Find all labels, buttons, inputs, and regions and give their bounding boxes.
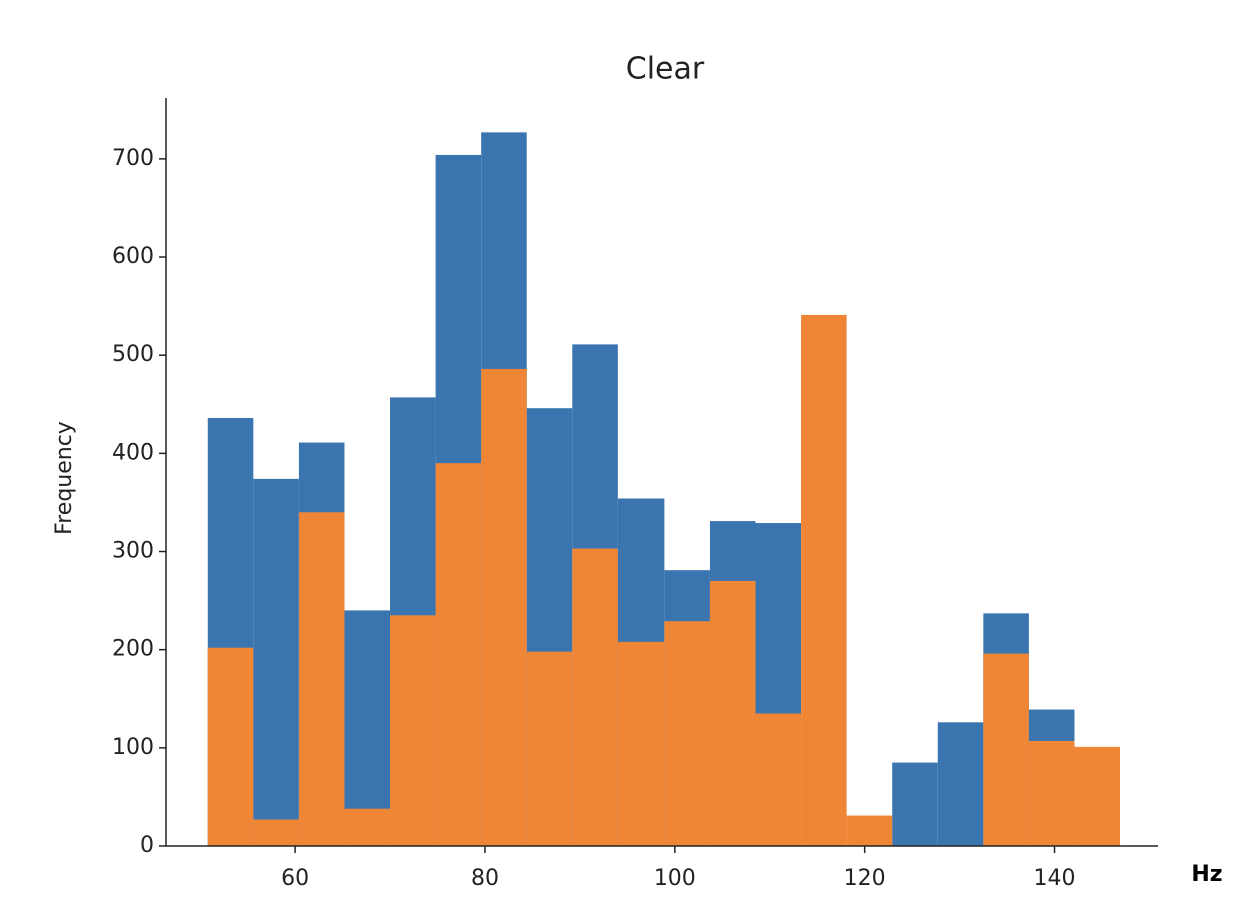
histogram-bar: [1028, 740, 1075, 846]
y-tick-label: 100: [112, 735, 154, 760]
x-axis-label: Hz: [1191, 862, 1222, 887]
histogram-bar: [435, 463, 482, 846]
y-tick-label: 0: [140, 833, 154, 858]
histogram-bar: [298, 512, 345, 846]
histogram-bar: [755, 713, 802, 846]
histogram-bar: [617, 641, 665, 846]
y-tick-label: 500: [112, 342, 154, 367]
x-tick-label: 140: [1034, 866, 1076, 891]
y-tick-label: 700: [112, 146, 154, 171]
histogram-bar: [207, 647, 254, 846]
chart-title: Clear: [626, 52, 705, 87]
y-axis-label: Frequency: [52, 421, 77, 535]
x-tick-label: 60: [281, 866, 309, 891]
x-tick-label: 80: [471, 866, 499, 891]
histogram-bar: [253, 478, 299, 846]
histogram-bar: [937, 722, 984, 846]
histogram-bar: [664, 621, 710, 846]
histogram-bar: [526, 651, 573, 846]
y-tick-label: 200: [112, 637, 154, 662]
y-tick-label: 600: [112, 244, 154, 269]
histogram-bar: [344, 808, 391, 846]
histogram-bar: [572, 548, 618, 846]
histogram-bar: [801, 314, 847, 846]
x-tick-label: 120: [844, 866, 886, 891]
x-tick-label: 100: [654, 866, 696, 891]
histogram-bar: [1074, 746, 1121, 846]
histogram-bar: [344, 610, 391, 846]
histogram-bar: [481, 368, 527, 846]
histogram-bar: [709, 580, 756, 846]
histogram-bar: [846, 815, 893, 846]
y-tick-label: 300: [112, 539, 154, 564]
histogram-bar: [390, 615, 436, 846]
histogram-bar: [983, 653, 1029, 846]
y-tick-label: 400: [112, 440, 154, 465]
histogram-bar: [253, 819, 299, 846]
histogram-bar: [892, 762, 938, 846]
